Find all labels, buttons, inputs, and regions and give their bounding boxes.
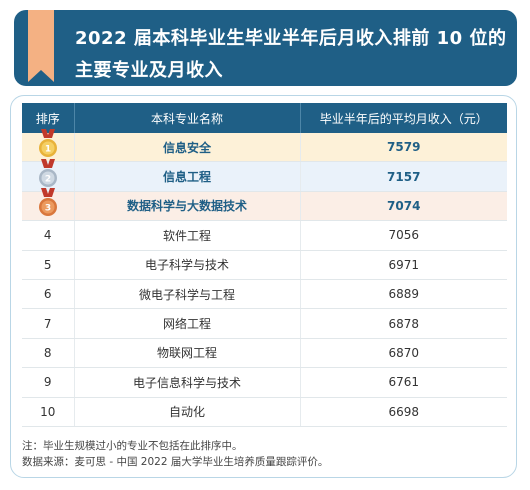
major-cell: 信息工程 bbox=[73, 161, 301, 192]
silver-medal-icon: 2 bbox=[38, 158, 57, 187]
major-cell: 软件工程 bbox=[73, 220, 301, 251]
data-source-note: 数据来源：麦可思 - 中国 2022 届大学毕业生培养质量跟踪评价。 bbox=[22, 456, 329, 468]
income-cell: 6878 bbox=[300, 308, 507, 339]
footnote: 注：毕业生规模过小的专业不包括在此排序中。 bbox=[22, 440, 243, 452]
rank-cell: 10 bbox=[22, 397, 74, 427]
major-cell: 信息安全 bbox=[73, 133, 301, 163]
rank-cell: 6 bbox=[22, 279, 74, 310]
table-row: 6 微电子科学与工程 6889 bbox=[22, 279, 507, 310]
table-row: 5 电子科学与技术 6971 bbox=[22, 250, 507, 280]
income-cell: 6889 bbox=[300, 279, 507, 310]
table-row: 1 信息安全 7579 bbox=[22, 129, 507, 163]
table-row: 8 物联网工程 6870 bbox=[22, 338, 507, 369]
income-cell: 7056 bbox=[300, 220, 507, 251]
income-cell: 6971 bbox=[300, 250, 507, 280]
svg-text:2: 2 bbox=[45, 174, 51, 184]
rank-cell: 4 bbox=[22, 220, 74, 251]
table-row: 10 自动化 6698 bbox=[22, 397, 507, 427]
page-title-line-2: 主要专业及月收入 bbox=[75, 60, 223, 81]
bookmark-ribbon-icon bbox=[28, 10, 54, 82]
page-title-line-1: 2022 届本科毕业生毕业半年后月收入排前 10 位的 bbox=[75, 28, 507, 49]
table-row: 9 电子信息科学与技术 6761 bbox=[22, 367, 507, 398]
gold-medal-icon: 1 bbox=[38, 129, 57, 158]
major-cell: 电子信息科学与技术 bbox=[73, 367, 301, 398]
rank-cell: 7 bbox=[22, 308, 74, 339]
rank-cell: 3 bbox=[22, 187, 74, 222]
major-cell: 数据科学与大数据技术 bbox=[73, 191, 301, 222]
rank-cell: 2 bbox=[22, 158, 74, 192]
column-header-rank: 排序 bbox=[22, 103, 75, 133]
income-cell: 6870 bbox=[300, 338, 507, 369]
major-cell: 自动化 bbox=[73, 397, 301, 427]
column-header-income: 毕业半年后的平均月收入（元） bbox=[300, 103, 507, 133]
major-cell: 微电子科学与工程 bbox=[73, 279, 301, 310]
income-ranking-table: 排序 本科专业名称 毕业半年后的平均月收入（元） 1 信息安全 7579 bbox=[22, 103, 507, 427]
table-row: 2 信息工程 7157 bbox=[22, 158, 507, 192]
income-cell: 7157 bbox=[300, 161, 507, 192]
table-row: 4 软件工程 7056 bbox=[22, 220, 507, 251]
major-cell: 网络工程 bbox=[73, 308, 301, 339]
rank-cell: 9 bbox=[22, 367, 74, 398]
table-row: 7 网络工程 6878 bbox=[22, 308, 507, 339]
bronze-medal-icon: 3 bbox=[38, 187, 57, 216]
table-row: 3 数据科学与大数据技术 7074 bbox=[22, 187, 507, 222]
rank-cell: 1 bbox=[22, 129, 74, 163]
income-cell: 7074 bbox=[300, 191, 507, 222]
major-cell: 电子科学与技术 bbox=[73, 250, 301, 280]
column-header-major: 本科专业名称 bbox=[74, 103, 301, 133]
major-cell: 物联网工程 bbox=[73, 338, 301, 369]
rank-cell: 5 bbox=[22, 250, 74, 280]
svg-text:1: 1 bbox=[45, 145, 51, 155]
table-header-row: 排序 本科专业名称 毕业半年后的平均月收入（元） bbox=[22, 103, 507, 133]
income-cell: 6698 bbox=[300, 397, 507, 427]
svg-text:3: 3 bbox=[45, 203, 51, 213]
title-banner: 2022 届本科毕业生毕业半年后月收入排前 10 位的 主要专业及月收入 bbox=[14, 10, 517, 86]
rank-cell: 8 bbox=[22, 338, 74, 369]
income-cell: 6761 bbox=[300, 367, 507, 398]
income-cell: 7579 bbox=[300, 133, 507, 163]
